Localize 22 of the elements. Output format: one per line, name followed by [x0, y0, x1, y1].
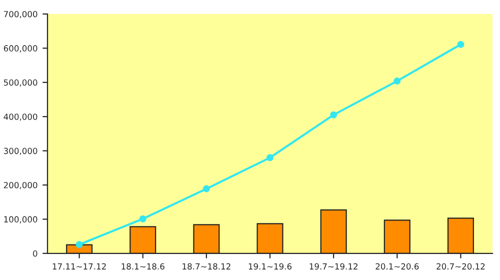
point — [76, 241, 83, 248]
x-tick-label: 19.1~19.6 — [248, 263, 292, 270]
y-tick-label: 700,000 — [4, 10, 38, 18]
x-tick-label: 20.1~20.6 — [376, 263, 419, 270]
x-tick-label: 18.1~18.6 — [122, 263, 164, 270]
x-tick-label: 17.11~17.12 — [52, 263, 106, 270]
y-tick-label: 500,000 — [4, 79, 38, 87]
point — [266, 154, 274, 162]
point — [330, 111, 338, 118]
y-tick-label: 600,000 — [4, 45, 38, 52]
x-tick-label: 18.7~18.12 — [182, 263, 230, 270]
y-tick-label: 200,000 — [4, 182, 38, 190]
x-tick-label: 19.7~19.12 — [310, 263, 358, 270]
point — [202, 185, 210, 192]
y-tick-label: 100,000 — [4, 216, 38, 224]
point — [139, 215, 146, 222]
y-tick-label: 0 — [33, 250, 38, 257]
y-tick-label: 300,000 — [4, 148, 38, 155]
y-tick-label: 400,000 — [4, 114, 38, 121]
point — [457, 40, 464, 48]
x-tick-label: 20.7~20.12 — [436, 263, 485, 270]
point — [394, 78, 401, 85]
